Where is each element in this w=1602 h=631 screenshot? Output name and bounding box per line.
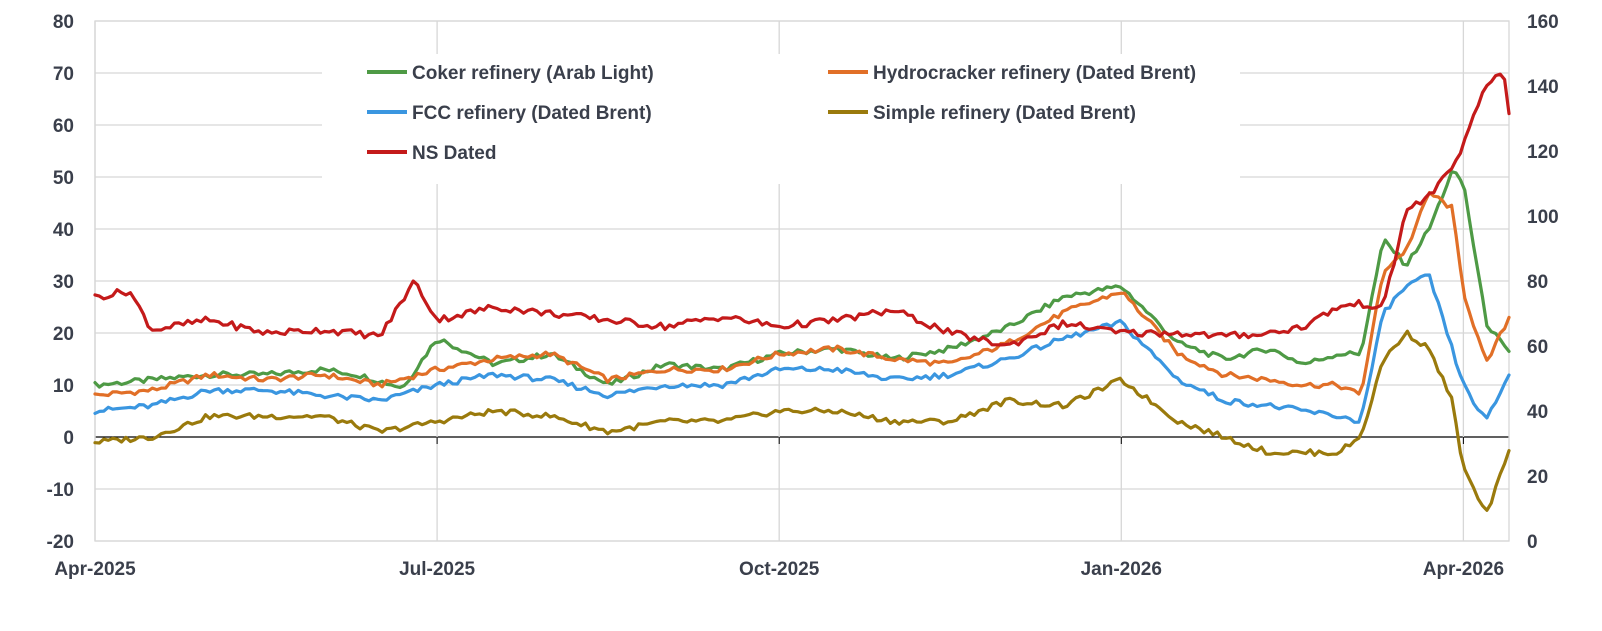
x-axis: Apr-2025 Jul-2025 Oct-2025 Jan-2026 Apr-2026 (54, 559, 1504, 580)
y-tick-label-right: 120 (1527, 142, 1559, 163)
series-line-2 (93, 273, 1511, 424)
x-tick-label: Apr-2026 (1423, 559, 1504, 580)
series-line-0 (93, 170, 1511, 390)
y-axis-right: 160 140 120 100 80 60 40 20 0 (1527, 12, 1559, 553)
y-tick-label-left: 50 (53, 168, 74, 189)
legend: Coker refinery (Arab Light) Hydrocracker … (322, 54, 1240, 184)
legend-label: Coker refinery (Arab Light) (412, 63, 654, 84)
x-tick-label: Jul-2025 (399, 559, 475, 580)
y-tick-label-left: 10 (53, 376, 74, 397)
plot-area (94, 20, 1510, 542)
y-tick-label-right: 100 (1527, 207, 1559, 228)
y-tick-label-right: 20 (1527, 467, 1548, 488)
y-tick-label-left: 40 (53, 220, 74, 241)
series-group (93, 72, 1511, 512)
y-tick-label-right: 60 (1527, 337, 1548, 358)
y-tick-label-left: 30 (53, 272, 74, 293)
y-tick-label-right: 160 (1527, 12, 1559, 33)
legend-label: FCC refinery (Dated Brent) (412, 103, 652, 124)
series-line-1 (93, 191, 1511, 398)
plot-frame (94, 20, 1510, 542)
y-tick-label-right: 0 (1527, 532, 1538, 553)
legend-label: Hydrocracker refinery (Dated Brent) (873, 63, 1196, 84)
y-tick-label-left: -20 (47, 532, 74, 553)
series-line-3 (93, 329, 1511, 512)
y-tick-label-right: 40 (1527, 402, 1548, 423)
x-tick-label: Jan-2026 (1081, 559, 1162, 580)
x-tick-label: Oct-2025 (739, 559, 820, 580)
y-axis-left: 80 70 60 50 40 30 20 10 0 -10 -20 (47, 12, 74, 553)
y-tick-label-left: 60 (53, 116, 74, 137)
y-tick-label-left: 70 (53, 64, 74, 85)
y-tick-label-right: 80 (1527, 272, 1548, 293)
legend-box (322, 54, 1240, 184)
legend-label: Simple refinery (Dated Brent) (873, 103, 1136, 124)
y-tick-label-right: 140 (1527, 77, 1559, 98)
legend-label: NS Dated (412, 143, 496, 164)
y-tick-label-left: 0 (63, 428, 74, 449)
x-tick-label: Apr-2025 (54, 559, 136, 580)
y-tick-label-left: -10 (47, 480, 74, 501)
series-line-4 (93, 72, 1511, 347)
y-tick-label-left: 80 (53, 12, 74, 33)
y-tick-label-left: 20 (53, 324, 74, 345)
